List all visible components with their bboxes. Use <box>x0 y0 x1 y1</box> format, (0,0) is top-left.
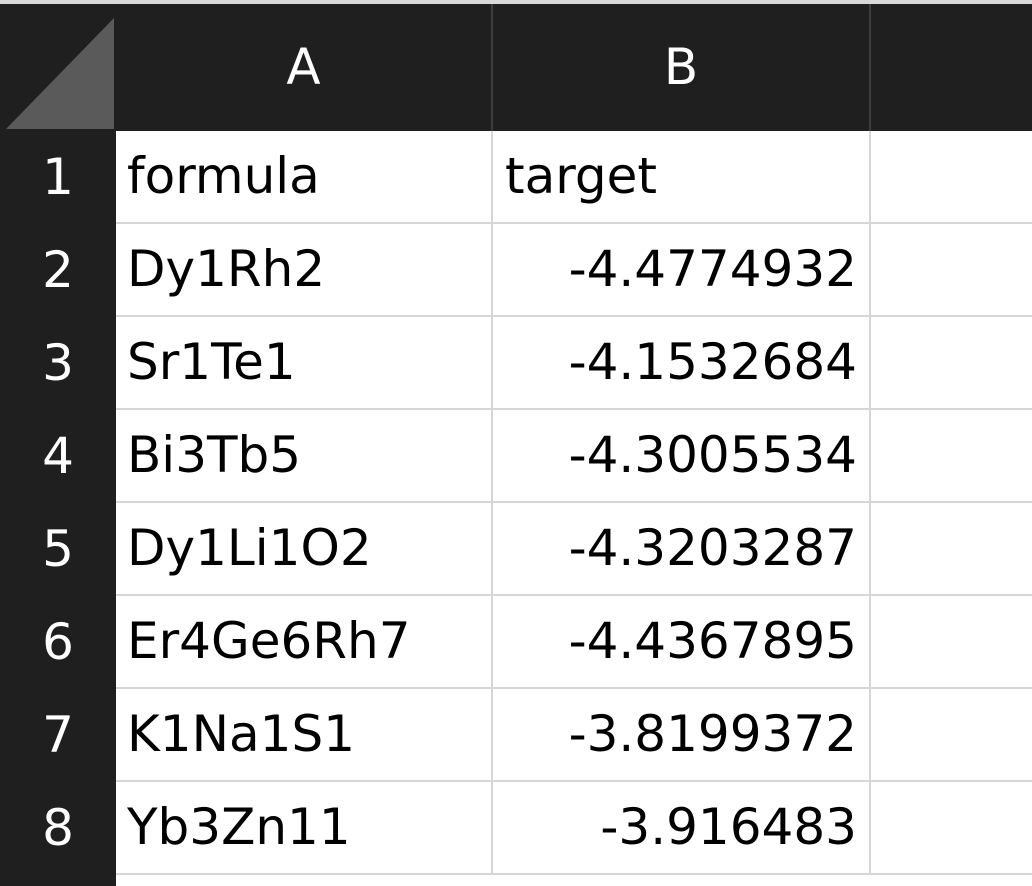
column-header-b[interactable]: B <box>493 4 871 131</box>
cell-a8[interactable]: Yb3Zn11 <box>116 782 493 875</box>
cell-b2[interactable]: -4.4774932 <box>493 224 871 317</box>
row-header-3[interactable]: 3 <box>42 334 74 392</box>
column-header-bar <box>0 4 1032 131</box>
cell-c2[interactable] <box>871 224 1032 317</box>
column-header-c[interactable] <box>871 4 1032 131</box>
cell-c6[interactable] <box>871 596 1032 689</box>
row-header-1[interactable]: 1 <box>42 148 74 206</box>
cell-b6[interactable]: -4.4367895 <box>493 596 871 689</box>
row-header-8[interactable]: 8 <box>42 799 74 857</box>
cell-b1[interactable]: target <box>493 131 871 224</box>
cell-c4[interactable] <box>871 410 1032 503</box>
cell-b8[interactable]: -3.916483 <box>493 782 871 875</box>
table-row: Dy1Li1O2 -4.3203287 <box>116 503 1032 596</box>
cell-a3[interactable]: Sr1Te1 <box>116 317 493 410</box>
cell-a6[interactable]: Er4Ge6Rh7 <box>116 596 493 689</box>
cell-c7[interactable] <box>871 689 1032 782</box>
cell-b4[interactable]: -4.3005534 <box>493 410 871 503</box>
cell-a1[interactable]: formula <box>116 131 493 224</box>
cell-b3[interactable]: -4.1532684 <box>493 317 871 410</box>
row-header-4[interactable]: 4 <box>42 427 74 485</box>
row-header-bar <box>0 131 116 886</box>
cell-b5[interactable]: -4.3203287 <box>493 503 871 596</box>
cell-a4[interactable]: Bi3Tb5 <box>116 410 493 503</box>
cell-c5[interactable] <box>871 503 1032 596</box>
row-header-2[interactable]: 2 <box>42 241 74 299</box>
cell-b7[interactable]: -3.8199372 <box>493 689 871 782</box>
table-row: K1Na1S1 -3.8199372 <box>116 689 1032 782</box>
cell-c8[interactable] <box>871 782 1032 875</box>
cell-a7[interactable]: K1Na1S1 <box>116 689 493 782</box>
table-row: Sr1Te1 -4.1532684 <box>116 317 1032 410</box>
select-all-triangle-icon <box>6 18 114 129</box>
table-row: formula target <box>116 131 1032 224</box>
cell-c3[interactable] <box>871 317 1032 410</box>
row-header-5[interactable]: 5 <box>42 520 74 578</box>
table-row: Yb3Zn11 -3.916483 <box>116 782 1032 875</box>
cell-c1[interactable] <box>871 131 1032 224</box>
select-all-corner[interactable] <box>0 4 116 131</box>
cell-a5[interactable]: Dy1Li1O2 <box>116 503 493 596</box>
row-header-7[interactable]: 7 <box>42 706 74 764</box>
top-border <box>0 0 1032 4</box>
table-row: Bi3Tb5 -4.3005534 <box>116 410 1032 503</box>
cell-a2[interactable]: Dy1Rh2 <box>116 224 493 317</box>
row-header-6[interactable]: 6 <box>42 613 74 671</box>
column-header-a[interactable]: A <box>116 4 493 131</box>
table-row: Dy1Rh2 -4.4774932 <box>116 224 1032 317</box>
table-row: Er4Ge6Rh7 -4.4367895 <box>116 596 1032 689</box>
